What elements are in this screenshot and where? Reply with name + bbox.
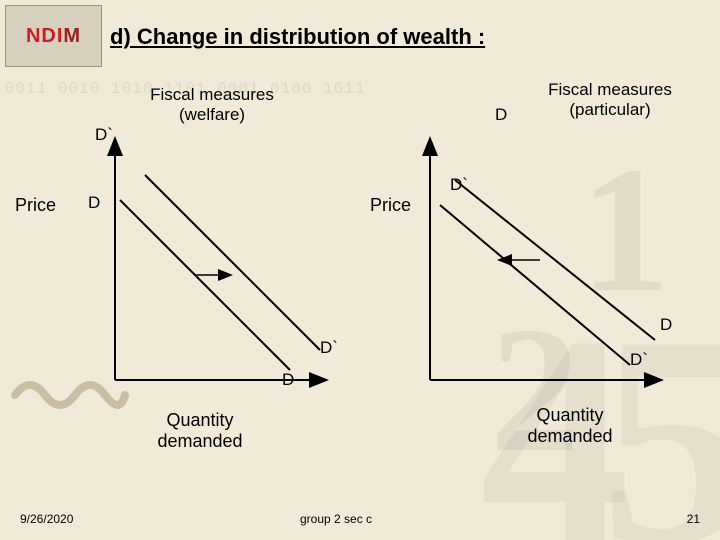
right-x-axis-line2: demanded: [527, 426, 612, 446]
right-label-d-end-upper: D: [660, 315, 672, 335]
footer-page-number: 21: [687, 512, 700, 526]
left-label-d-mid: D: [88, 193, 100, 213]
left-label-d-prime-end: D`: [320, 338, 338, 358]
left-x-axis-line2: demanded: [157, 431, 242, 451]
left-label-d-end: D: [282, 370, 294, 390]
right-label-d-prime-end-lower: D`: [630, 350, 648, 370]
left-x-axis-line1: Quantity: [166, 410, 233, 430]
left-x-axis-label: Quantity demanded: [140, 410, 260, 452]
right-label-d-top: D: [495, 105, 507, 125]
right-x-axis-line1: Quantity: [536, 405, 603, 425]
footer-date: 9/26/2020: [20, 512, 73, 526]
right-x-axis-label: Quantity demanded: [505, 405, 635, 447]
footer-center: group 2 sec c: [300, 512, 372, 526]
right-label-d-prime-upper: D`: [450, 175, 468, 195]
charts-svg: [0, 0, 720, 540]
left-label-d-prime-top: D`: [95, 125, 113, 145]
